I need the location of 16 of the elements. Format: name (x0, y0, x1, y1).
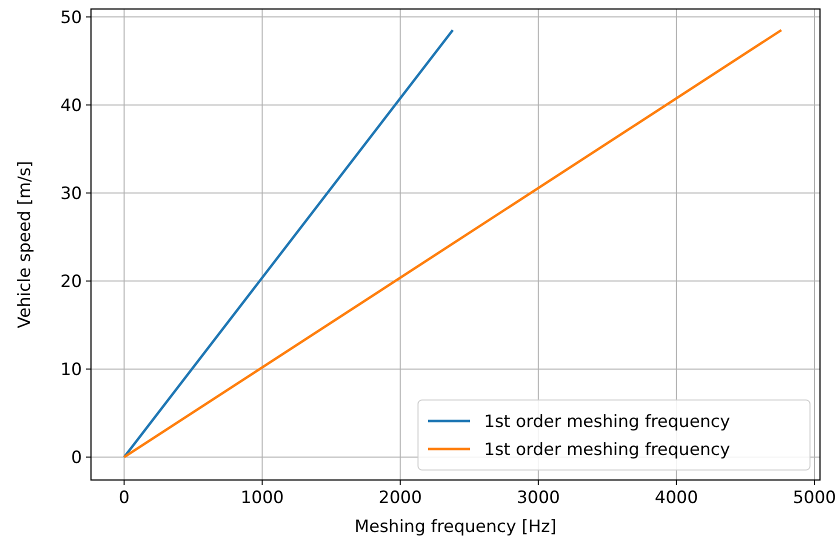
x-tick-label: 2000 (378, 488, 422, 508)
x-axis-title: Meshing frequency [Hz] (354, 517, 557, 537)
x-tick-label: 3000 (516, 488, 560, 508)
x-tick-label: 5000 (792, 488, 836, 508)
y-axis-title: Vehicle speed [m/s] (15, 160, 35, 328)
y-tick-label: 30 (60, 184, 82, 204)
x-tick-label: 0 (118, 488, 130, 508)
y-tick-label: 20 (60, 272, 82, 292)
x-tick-label: 4000 (654, 488, 698, 508)
y-tick-label: 50 (60, 8, 82, 28)
legend-label: 1st order meshing frequency (484, 412, 730, 432)
legend-label: 1st order meshing frequency (484, 440, 730, 460)
x-tick-label: 1000 (240, 488, 284, 508)
y-tick-label: 40 (60, 96, 82, 116)
y-tick-label: 10 (60, 360, 82, 380)
y-tick-label: 0 (71, 448, 82, 468)
